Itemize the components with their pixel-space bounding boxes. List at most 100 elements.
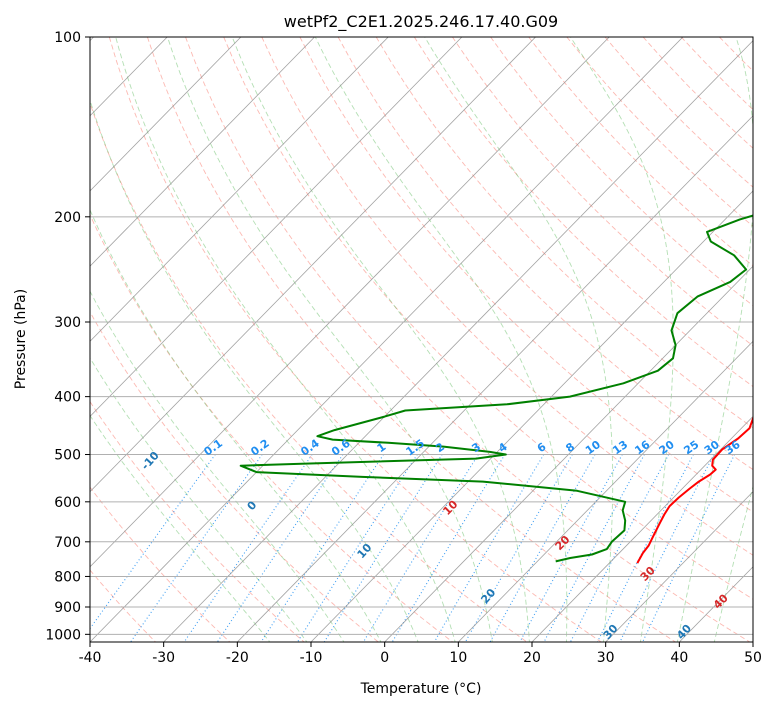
y-tick-label: 500	[54, 448, 81, 464]
mixing-ratio-line	[433, 454, 545, 642]
y-tick-label: 100	[54, 30, 81, 46]
moist-adiabat	[90, 414, 271, 642]
y-tick-label: 400	[54, 390, 81, 406]
moist-adiabat	[90, 357, 308, 642]
isotherm	[457, 340, 753, 642]
isotherm	[236, 115, 753, 642]
y-tick-label: 800	[54, 569, 81, 585]
moist-adiabat	[424, 37, 614, 642]
y-tick-label: 200	[54, 210, 81, 226]
mixing-ratio-line	[90, 454, 216, 630]
y-tick-label: 700	[54, 535, 81, 551]
isotherm	[90, 37, 536, 493]
background-lines	[0, 37, 775, 645]
moist-adiabat	[90, 290, 345, 642]
dry-adiabat	[375, 37, 753, 429]
x-tick-label: 30	[597, 650, 615, 666]
dry-adiabat	[108, 37, 603, 642]
dry-adiabat	[337, 37, 753, 471]
moist-adiabat	[90, 98, 419, 642]
mixing-ratio-line	[183, 454, 313, 642]
dry-adiabat	[90, 101, 528, 642]
isotherm	[384, 265, 753, 642]
moist-adiabat	[713, 484, 753, 642]
moist-adiabat-label: 40	[711, 591, 731, 611]
dry-adiabat	[758, 37, 775, 645]
dry-adiabat	[642, 37, 753, 149]
dewpoint-profile	[239, 214, 753, 563]
dry-adiabat	[719, 37, 753, 72]
moist-adiabat	[231, 37, 530, 642]
mixing-ratio-line	[296, 454, 418, 642]
profiles	[239, 214, 753, 564]
x-axis: -40 -30 -20 -10 0 10 20 30 40 50	[79, 642, 762, 666]
dry-adiabat	[0, 37, 9, 645]
dry-adiabat	[490, 37, 753, 307]
x-tick-label: 10	[449, 650, 467, 666]
isotherm	[163, 40, 753, 642]
dry-adiabat	[452, 37, 753, 347]
moist-adiabat	[314, 37, 568, 642]
mixing-ratio-line	[464, 454, 573, 642]
dry-adiabat	[185, 37, 751, 642]
mixing-ratio-line	[569, 454, 670, 642]
dry-adiabat	[90, 569, 157, 642]
y-tick-label: 300	[54, 315, 81, 331]
mixing-ratio-line	[596, 454, 694, 642]
dry-adiabat	[90, 400, 305, 642]
x-tick-label: -30	[152, 650, 175, 666]
moist-adiabat	[570, 37, 674, 642]
mixing-ratio-line	[216, 454, 344, 642]
dry-adiabat-label: -10	[139, 449, 162, 473]
mixing-ratio-label: 0.4	[298, 437, 322, 459]
mixing-ratio-line	[543, 454, 645, 642]
x-axis-label: Temperature (°C)	[360, 681, 482, 697]
x-tick-label: 20	[523, 650, 541, 666]
isotherm	[605, 491, 753, 642]
dry-adiabat	[146, 37, 677, 642]
y-tick-label: 600	[54, 495, 81, 511]
y-tick-label: 900	[54, 600, 81, 616]
x-tick-label: -40	[79, 650, 102, 666]
moist-adiabat	[90, 208, 382, 642]
x-tick-label: 50	[744, 650, 762, 666]
chart-title: wetPf2_C2E1.2025.246.17.40.G09	[284, 12, 558, 32]
isotherm	[531, 415, 753, 642]
mixing-ratio-label: 0.1	[202, 437, 225, 459]
mixing-ratio-label: 1.5	[404, 437, 427, 459]
temperature-profile	[636, 415, 753, 564]
moist-adiabat	[167, 37, 493, 642]
isotherm	[90, 37, 242, 192]
x-tick-label: 40	[670, 650, 688, 666]
moist-adiabat-label: 10	[440, 498, 460, 518]
mixing-ratio-label: 3	[469, 440, 483, 455]
x-tick-label: 0	[380, 650, 389, 666]
dry-adiabat-label: 30	[601, 622, 621, 642]
mixing-ratio-line	[323, 454, 443, 642]
y-axis-label: Pressure (hPa)	[13, 289, 29, 389]
x-tick-label: -10	[300, 650, 323, 666]
isotherm	[310, 190, 753, 642]
mixing-ratio-label: 0.2	[248, 437, 271, 459]
plot-frame	[89, 36, 754, 643]
isotherm	[90, 37, 610, 568]
isotherm	[90, 37, 389, 342]
moist-adiabat	[676, 37, 753, 642]
x-tick-label: -20	[226, 650, 249, 666]
dry-adiabat	[413, 37, 753, 388]
dry-adiabat	[90, 213, 454, 642]
isotherm	[90, 37, 684, 642]
mixing-ratio-line	[641, 454, 736, 642]
dry-adiabat-label: 10	[355, 541, 375, 561]
mixing-ratio-line	[619, 454, 715, 642]
dry-adiabat-label: 40	[674, 622, 694, 642]
dry-adiabat	[299, 37, 753, 513]
mixing-ratio-line	[362, 454, 479, 642]
dry-adiabat	[90, 486, 231, 642]
y-tick-label: 1000	[45, 627, 81, 643]
isotherm	[752, 641, 753, 642]
moist-adiabat	[115, 37, 456, 642]
isotherm	[678, 566, 753, 642]
dry-adiabat-label: 0	[245, 498, 260, 513]
